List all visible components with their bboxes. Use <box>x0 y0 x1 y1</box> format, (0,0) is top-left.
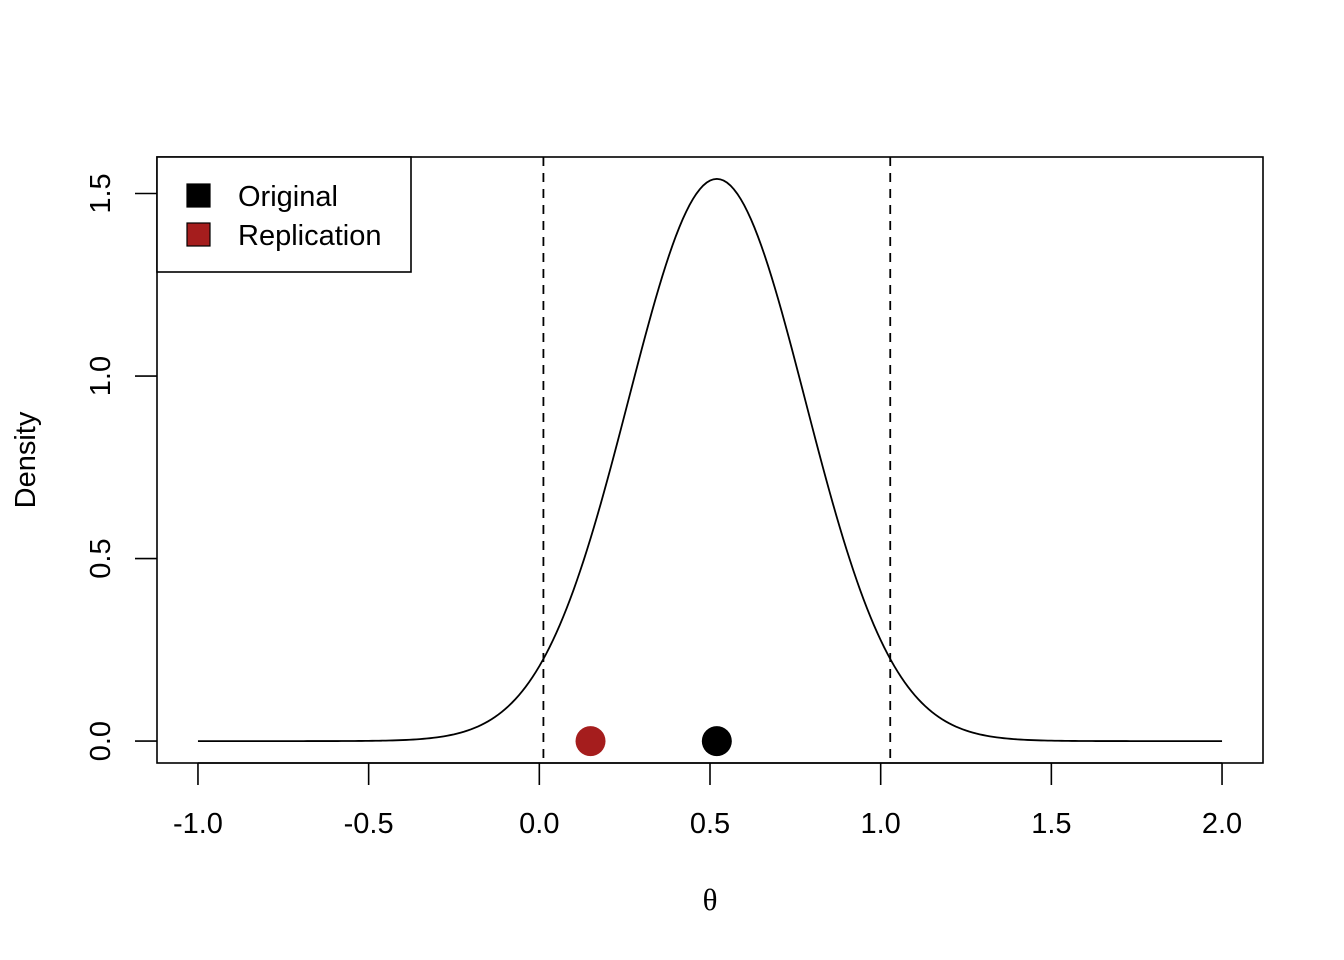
point-replication <box>575 726 606 757</box>
legend-box <box>156 156 412 273</box>
x-axis-title: θ <box>703 882 718 917</box>
x-tick-label: -0.5 <box>344 808 394 840</box>
legend: Original Replication <box>156 156 412 273</box>
y-tick-label: 1.5 <box>85 173 117 213</box>
density-curve <box>197 177 1223 742</box>
x-tick-label: 0.0 <box>519 808 559 840</box>
data-points <box>575 726 732 757</box>
reference-lines <box>542 157 892 763</box>
x-tick-label: 2.0 <box>1202 808 1242 840</box>
y-tick-label: 1.0 <box>85 356 117 396</box>
x-tick-label: 1.5 <box>1031 808 1071 840</box>
y-axis: 0.0 0.5 1.0 1.5 <box>85 173 157 761</box>
legend-swatch-original <box>186 183 211 208</box>
x-tick-label: -1.0 <box>173 808 223 840</box>
legend-swatch-replication <box>186 222 211 247</box>
legend-label-original: Original <box>238 181 338 213</box>
x-axis: -1.0 -0.5 0.0 0.5 1.0 1.5 2.0 <box>173 762 1242 840</box>
x-tick-label: 1.0 <box>861 808 901 840</box>
legend-label-replication: Replication <box>238 220 381 252</box>
y-tick-label: 0.0 <box>85 721 117 761</box>
y-tick-label: 0.5 <box>85 538 117 578</box>
x-tick-label: 0.5 <box>690 808 730 840</box>
point-original <box>701 726 732 757</box>
y-axis-title: Density <box>10 411 42 508</box>
density-curve-group <box>197 177 1223 742</box>
